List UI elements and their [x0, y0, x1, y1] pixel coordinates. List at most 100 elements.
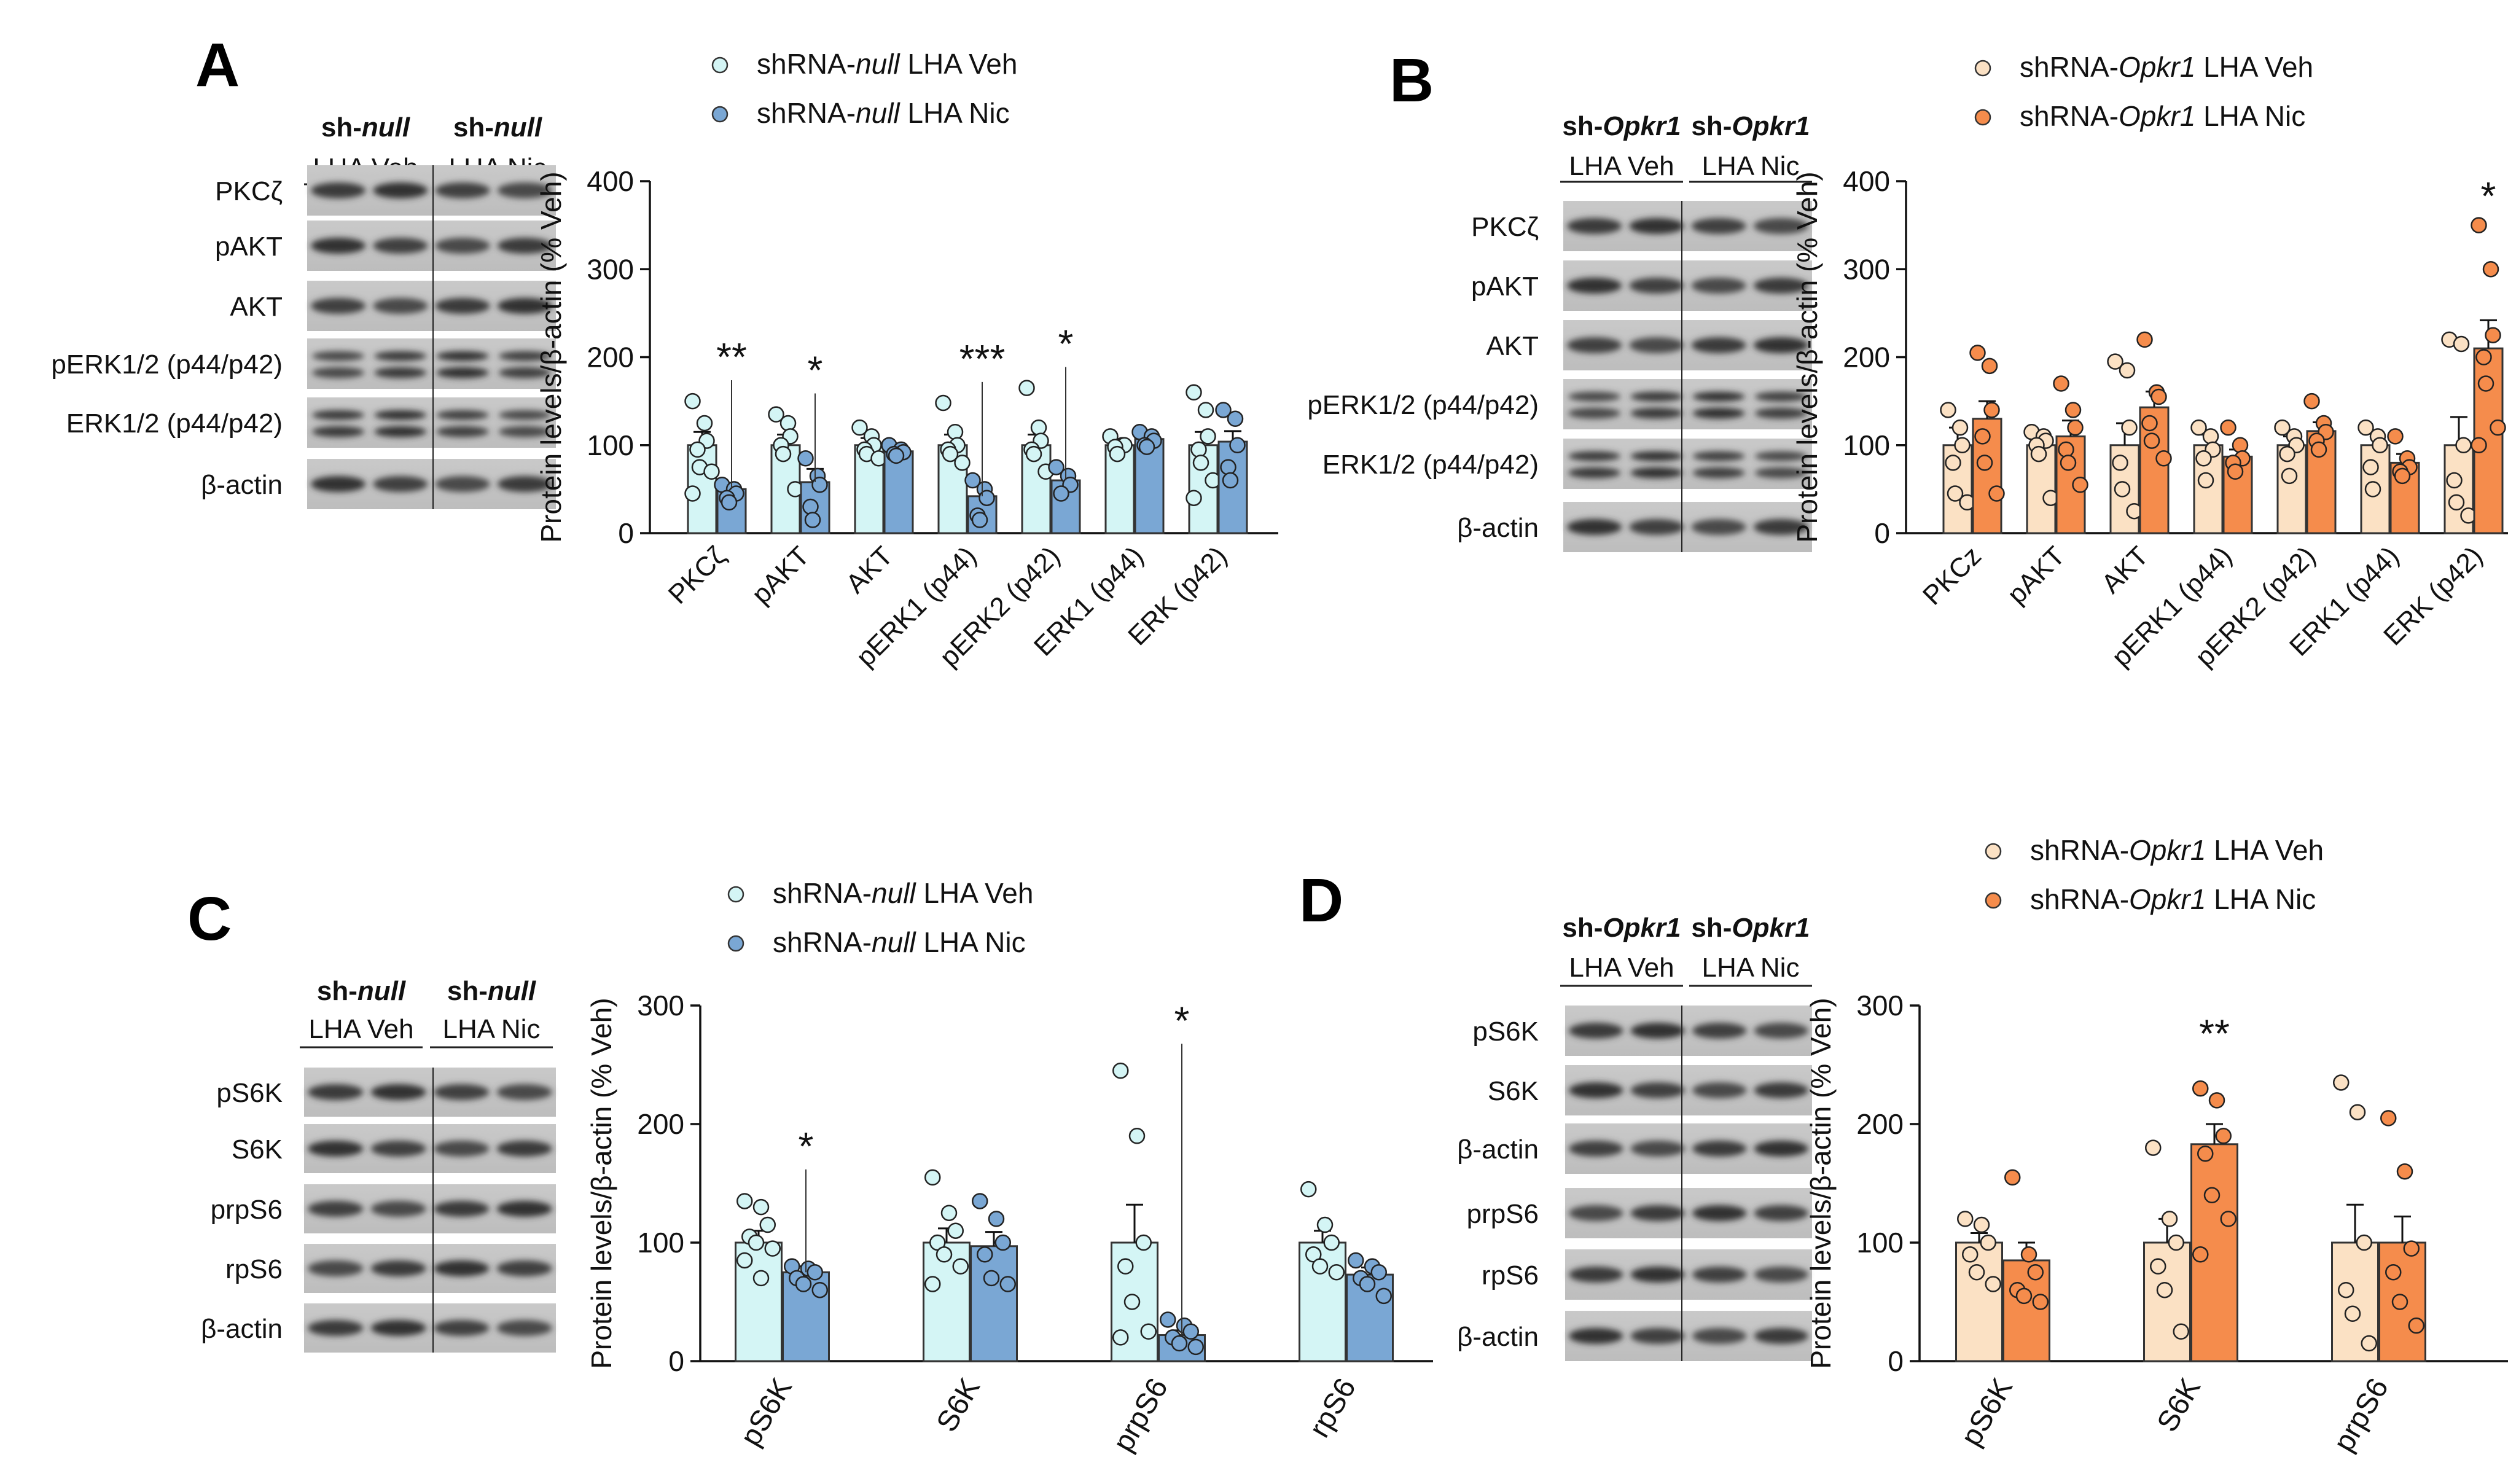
blot-band — [308, 1260, 364, 1276]
legend-a: shRNA-null LHA Veh shRNA-null LHA Nic — [711, 48, 1017, 129]
data-point — [1957, 1211, 1974, 1227]
data-point — [2338, 1281, 2354, 1298]
data-point — [851, 419, 868, 436]
data-point — [2387, 428, 2404, 445]
data-point — [721, 494, 738, 511]
data-point — [2455, 437, 2472, 453]
blot-row-label: β-actin — [1457, 513, 1539, 543]
data-point — [1140, 1323, 1157, 1340]
blot-row-label: pERK1/2 (p44/p42) — [51, 350, 283, 380]
blot-band — [435, 298, 490, 314]
blot-band — [498, 426, 551, 437]
legend-label: shRNA-null LHA Veh — [773, 877, 1033, 909]
data-point — [2150, 1258, 2166, 1275]
data-point — [1328, 1264, 1345, 1281]
blot-band — [374, 367, 427, 378]
legend-marker — [727, 935, 744, 952]
blot-band — [496, 1141, 552, 1157]
data-point — [994, 1234, 1011, 1251]
data-point — [2060, 455, 2077, 471]
data-point — [1229, 437, 1246, 453]
blot-strip — [1563, 439, 1812, 489]
blot-band — [434, 1260, 490, 1276]
legend-b: shRNA-Opkr1 LHA Veh shRNA-Opkr1 LHA Nic — [1974, 51, 2313, 132]
data-point — [2490, 419, 2506, 436]
x-tick-label: pAKT — [746, 541, 815, 609]
blot-band — [1691, 519, 1746, 535]
blot-band — [498, 410, 551, 420]
blot-band — [434, 1201, 490, 1217]
blot-band — [312, 367, 365, 378]
data-point — [1186, 384, 1202, 401]
data-point — [1323, 1234, 1340, 1251]
data-point — [2303, 392, 2320, 410]
data-point — [972, 1193, 988, 1209]
data-point — [924, 1169, 941, 1186]
blot-header-line1: sh-Opkr1 — [1562, 913, 1681, 943]
data-point — [1968, 1264, 1985, 1281]
blot-band — [308, 1201, 364, 1217]
western-blot-c: sh-null LHA Veh sh-null LHA Nic pS6K S6K prpS6… — [201, 976, 556, 1353]
data-point — [1128, 1128, 1146, 1144]
blot-header-line1: sh-null — [453, 112, 542, 143]
legend-label: shRNA-null LHA Veh — [757, 48, 1017, 80]
data-point — [983, 1270, 1000, 1287]
data-point — [2156, 1281, 2173, 1298]
blot-band — [1630, 1141, 1685, 1157]
data-point — [999, 1276, 1016, 1292]
blot-band — [1754, 1328, 1808, 1344]
data-point — [1300, 1181, 1317, 1198]
blot-band — [1753, 218, 1808, 234]
legend-label: shRNA-null LHA Nic — [757, 97, 1010, 129]
data-point — [1187, 1338, 1204, 1356]
significance-marker: * — [808, 348, 823, 392]
data-point — [1985, 1276, 2001, 1292]
blot-band — [1754, 1082, 1808, 1098]
data-point — [1976, 455, 1993, 471]
legend-label: shRNA-null LHA Nic — [773, 926, 1026, 958]
data-point — [1135, 1234, 1152, 1251]
y-tick-label: 200 — [587, 342, 634, 373]
data-point — [689, 441, 706, 458]
blot-header-line1: sh-Opkr1 — [1562, 111, 1681, 141]
data-point — [936, 1246, 953, 1263]
data-point — [1951, 419, 1969, 436]
blot-header-line1: sh-null — [321, 112, 410, 143]
blot-band — [498, 367, 551, 378]
blot-band — [311, 238, 366, 254]
blot-band — [496, 1084, 552, 1100]
legend-marker — [727, 886, 744, 903]
data-point — [1112, 1062, 1129, 1079]
y-tick-label: 200 — [637, 1108, 684, 1140]
data-point — [1200, 428, 1216, 445]
blot-band — [1567, 519, 1622, 535]
data-point — [703, 463, 720, 480]
y-tick-label: 0 — [1888, 1345, 1904, 1377]
blot-band — [370, 1084, 426, 1100]
significance-marker: ** — [2199, 1012, 2230, 1056]
data-point — [1025, 445, 1042, 463]
data-point — [2356, 1234, 2372, 1251]
data-point — [2220, 1211, 2236, 1227]
blot-band — [370, 1201, 426, 1217]
blot-band — [1692, 467, 1745, 478]
blot-band — [498, 351, 551, 361]
blot-header-line2: LHA Nic — [443, 1014, 541, 1044]
blot-row-label: pAKT — [1471, 271, 1539, 302]
blot-band — [1692, 1023, 1747, 1039]
blot-header-line2: LHA Veh — [1569, 953, 1674, 983]
data-point — [779, 415, 797, 432]
blot-band — [435, 182, 490, 198]
data-point — [947, 1222, 964, 1239]
blot-row-label: PKCζ — [215, 176, 283, 206]
blot-band — [308, 1320, 364, 1336]
blot-header-line1: sh-Opkr1 — [1691, 111, 1810, 141]
data-point — [2385, 1264, 2402, 1281]
x-tick-label: pAKT — [2002, 541, 2071, 609]
data-point — [2279, 445, 2295, 463]
blot-band — [497, 476, 552, 492]
western-blot-b: sh-Opkr1 LHA Veh sh-Opkr1 LHA Nic PKCζ pAKT AK… — [1307, 111, 1812, 552]
blot-band — [435, 238, 490, 254]
data-point — [2220, 419, 2236, 436]
